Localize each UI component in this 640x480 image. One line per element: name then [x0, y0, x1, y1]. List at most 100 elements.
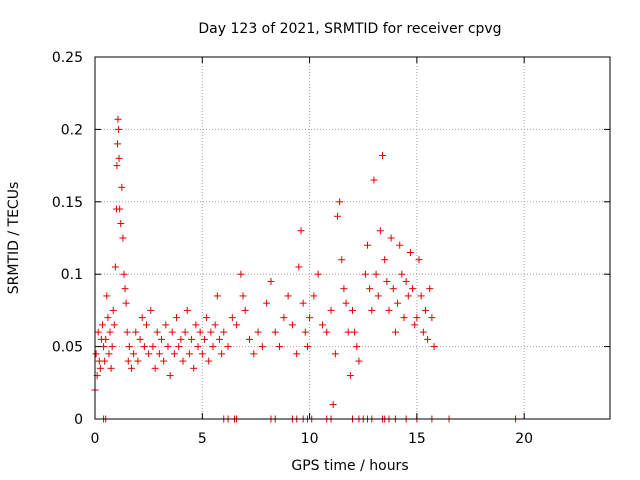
data-point	[417, 292, 425, 300]
data-point	[370, 176, 378, 184]
data-point	[145, 350, 153, 358]
data-point	[123, 328, 131, 336]
data-point	[406, 248, 414, 256]
data-point	[381, 256, 389, 264]
data-point	[121, 285, 129, 293]
data-point	[147, 306, 155, 314]
data-point	[194, 343, 202, 351]
y-tick-label: 0.25	[52, 50, 83, 66]
data-point	[338, 256, 346, 264]
data-point	[114, 140, 122, 148]
data-point	[376, 227, 384, 235]
data-point	[203, 314, 211, 322]
data-point	[136, 335, 144, 343]
data-point	[430, 343, 438, 351]
data-point	[170, 350, 178, 358]
y-tick-label: 0.15	[52, 195, 83, 211]
data-point	[138, 314, 146, 322]
data-point	[250, 350, 258, 358]
data-point	[421, 306, 429, 314]
data-point	[215, 335, 223, 343]
data-point	[224, 343, 232, 351]
data-point	[122, 299, 130, 307]
x-tick-label: 0	[91, 431, 100, 447]
data-point	[166, 372, 174, 380]
data-point	[391, 328, 399, 336]
data-point	[104, 314, 112, 322]
data-point	[387, 234, 395, 242]
data-point	[99, 321, 107, 329]
data-point	[424, 335, 432, 343]
data-point	[92, 350, 100, 358]
data-point	[209, 343, 217, 351]
data-point	[183, 306, 191, 314]
data-point	[342, 299, 350, 307]
data-point	[344, 328, 352, 336]
data-point	[213, 292, 221, 300]
data-point	[140, 343, 148, 351]
data-point	[346, 372, 354, 380]
data-point	[158, 335, 166, 343]
x-axis-label: GPS time / hours	[291, 458, 408, 474]
data-point	[372, 270, 380, 278]
x-tick-label: 5	[198, 431, 207, 447]
data-point	[177, 335, 185, 343]
data-point	[111, 263, 119, 271]
data-point	[394, 299, 402, 307]
data-point	[318, 321, 326, 329]
data-point	[340, 285, 348, 293]
x-tick-label: 20	[515, 431, 533, 447]
data-point	[117, 220, 125, 228]
data-point	[299, 299, 307, 307]
data-point	[428, 314, 436, 322]
data-point	[207, 328, 215, 336]
data-point	[263, 299, 271, 307]
data-point	[288, 321, 296, 329]
data-point	[106, 328, 114, 336]
data-point	[314, 270, 322, 278]
data-point	[96, 364, 104, 372]
grid	[95, 57, 610, 419]
data-point	[125, 343, 133, 351]
data-point	[205, 357, 213, 365]
data-point	[143, 321, 150, 329]
data-point	[254, 328, 262, 336]
data-point	[132, 328, 140, 336]
data-point	[113, 162, 121, 170]
data-point	[108, 343, 116, 351]
data-point	[267, 277, 275, 285]
y-tick-label: 0.05	[52, 340, 83, 356]
data-point	[130, 350, 138, 358]
data-point	[179, 357, 187, 365]
data-point	[353, 343, 361, 351]
data-point	[333, 212, 341, 220]
data-point	[351, 328, 359, 336]
data-point	[280, 314, 288, 322]
data-points	[91, 115, 520, 423]
data-point	[134, 357, 142, 365]
data-point	[400, 314, 408, 322]
data-point	[198, 350, 206, 358]
data-point	[241, 306, 249, 314]
data-point	[383, 277, 391, 285]
data-point	[127, 364, 135, 372]
data-point	[162, 321, 170, 329]
data-point	[246, 335, 253, 343]
data-point	[323, 328, 331, 336]
data-point	[389, 285, 397, 293]
data-point	[173, 314, 181, 322]
data-point	[110, 321, 118, 329]
data-point	[404, 292, 412, 300]
data-point	[124, 357, 132, 365]
data-point	[192, 321, 200, 329]
data-point	[336, 198, 344, 206]
tick-labels: 0 0.05 0.1 0.15 0.2 0.25 0 5 10 15 20	[52, 50, 533, 447]
data-point	[109, 306, 117, 314]
data-point	[374, 292, 382, 300]
data-point	[364, 241, 372, 249]
data-point	[211, 321, 219, 329]
data-point	[160, 357, 168, 365]
data-point	[185, 350, 193, 358]
data-point	[329, 401, 337, 409]
